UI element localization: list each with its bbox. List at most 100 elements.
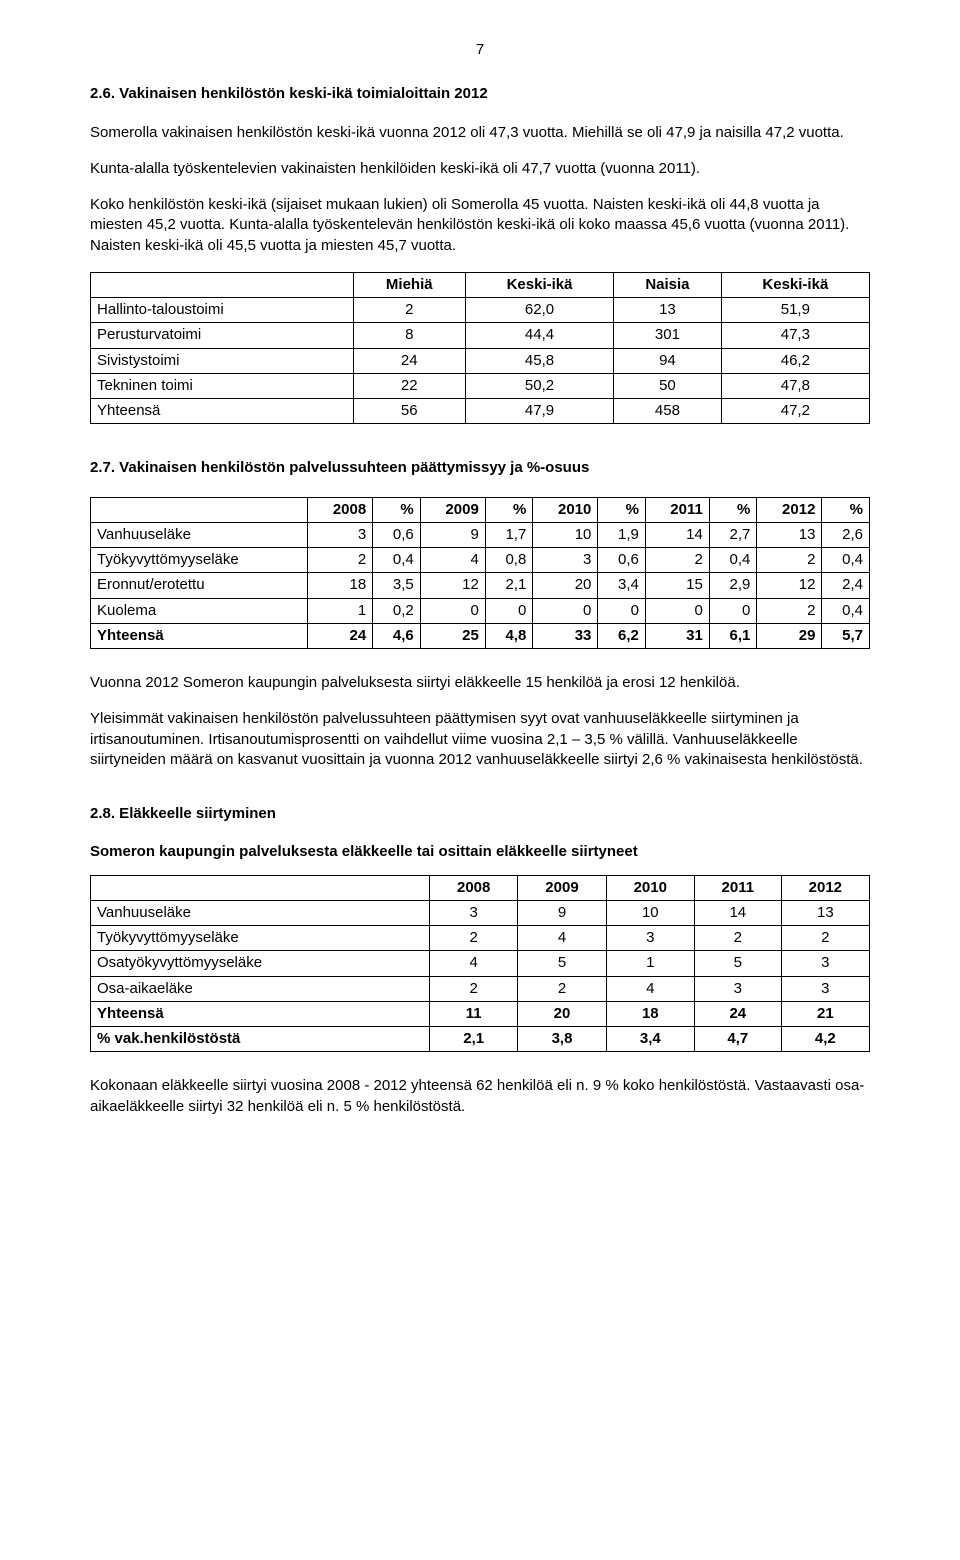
- cell: 2,1: [485, 573, 533, 598]
- cell: 3,4: [606, 1027, 694, 1052]
- para-2-7-1: Vuonna 2012 Someron kaupungin palvelukse…: [90, 673, 870, 693]
- cell: 15: [645, 573, 709, 598]
- cell: Työkyvyttömyyseläke: [91, 548, 308, 573]
- table-row: Työkyvyttömyyseläke 2 0,4 4 0,8 3 0,6 2 …: [91, 548, 870, 573]
- cell: 0,4: [373, 548, 421, 573]
- cell: 11: [430, 1001, 518, 1026]
- th: %: [598, 497, 646, 522]
- cell: 24: [308, 623, 373, 648]
- cell: Kuolema: [91, 598, 308, 623]
- cell: 2: [518, 976, 606, 1001]
- cell: 301: [614, 323, 722, 348]
- heading-2-7: 2.7. Vakinaisen henkilöstön palvelussuht…: [90, 458, 870, 478]
- cell: 46,2: [721, 348, 869, 373]
- table-header-row: Miehiä Keski-ikä Naisia Keski-ikä: [91, 272, 870, 297]
- cell: 13: [781, 900, 869, 925]
- cell: 14: [645, 522, 709, 547]
- subheading-2-8: Someron kaupungin palveluksesta eläkkeel…: [90, 842, 870, 862]
- cell: 2: [430, 976, 518, 1001]
- table-row: Osa-aikaeläke 2 2 4 3 3: [91, 976, 870, 1001]
- para-2-6-2: Kunta-alalla työskentelevien vakinaisten…: [90, 159, 870, 179]
- table-total-row: % vak.henkilöstöstä 2,1 3,8 3,4 4,7 4,2: [91, 1027, 870, 1052]
- table-header-row: 2008 2009 2010 2011 2012: [91, 875, 870, 900]
- cell: 5,7: [822, 623, 870, 648]
- cell: 10: [606, 900, 694, 925]
- cell: 2,9: [709, 573, 757, 598]
- table-row: Vanhuuseläke 3 9 10 14 13: [91, 900, 870, 925]
- cell: 3,5: [373, 573, 421, 598]
- table-row: Vanhuuseläke 3 0,6 9 1,7 10 1,9 14 2,7 1…: [91, 522, 870, 547]
- table-row: Kuolema 1 0,2 0 0 0 0 0 0 2 0,4: [91, 598, 870, 623]
- cell: 50,2: [465, 373, 613, 398]
- cell: 25: [420, 623, 485, 648]
- cell: 12: [420, 573, 485, 598]
- cell: Yhteensä: [91, 1001, 430, 1026]
- cell: 10: [533, 522, 598, 547]
- cell: 44,4: [465, 323, 613, 348]
- cell: Sivistystoimi: [91, 348, 354, 373]
- cell: 47,8: [721, 373, 869, 398]
- th-naisia: Naisia: [614, 272, 722, 297]
- th: 2010: [533, 497, 598, 522]
- cell: 18: [606, 1001, 694, 1026]
- table-total-row: Yhteensä 11 20 18 24 21: [91, 1001, 870, 1026]
- th-keskiika1: Keski-ikä: [465, 272, 613, 297]
- cell: 14: [694, 900, 781, 925]
- th: %: [709, 497, 757, 522]
- cell: 0: [598, 598, 646, 623]
- cell: 6,2: [598, 623, 646, 648]
- th: 2009: [518, 875, 606, 900]
- heading-2-6: 2.6. Vakinaisen henkilöstön keski-ikä to…: [90, 84, 870, 104]
- th-empty: [91, 497, 308, 522]
- cell: 2,1: [430, 1027, 518, 1052]
- th-keskiika2: Keski-ikä: [721, 272, 869, 297]
- cell: 20: [533, 573, 598, 598]
- cell: Yhteensä: [91, 399, 354, 424]
- cell: 4,2: [781, 1027, 869, 1052]
- table-row: Työkyvyttömyyseläke 2 4 3 2 2: [91, 926, 870, 951]
- table-row: Perusturvatoimi 8 44,4 301 47,3: [91, 323, 870, 348]
- cell: % vak.henkilöstöstä: [91, 1027, 430, 1052]
- table-row: Osatyökyvyttömyyseläke 4 5 1 5 3: [91, 951, 870, 976]
- cell: 3: [781, 976, 869, 1001]
- table-2-7: 2008 % 2009 % 2010 % 2011 % 2012 % Vanhu…: [90, 497, 870, 650]
- th: %: [485, 497, 533, 522]
- cell: Yhteensä: [91, 623, 308, 648]
- cell: 0,2: [373, 598, 421, 623]
- cell: 4: [518, 926, 606, 951]
- cell: 3: [694, 976, 781, 1001]
- cell: 1: [606, 951, 694, 976]
- cell: 2: [308, 548, 373, 573]
- cell: 0,6: [373, 522, 421, 547]
- table-row: Tekninen toimi 22 50,2 50 47,8: [91, 373, 870, 398]
- cell: 2,7: [709, 522, 757, 547]
- cell: Eronnut/erotettu: [91, 573, 308, 598]
- table-row: Hallinto-taloustoimi 2 62,0 13 51,9: [91, 298, 870, 323]
- cell: 0,4: [822, 548, 870, 573]
- heading-2-8: 2.8. Eläkkeelle siirtyminen: [90, 804, 870, 824]
- cell: 2: [757, 548, 822, 573]
- th: %: [822, 497, 870, 522]
- cell: 20: [518, 1001, 606, 1026]
- para-2-7-2: Yleisimmät vakinaisen henkilöstön palvel…: [90, 709, 870, 770]
- cell: Hallinto-taloustoimi: [91, 298, 354, 323]
- cell: 4,6: [373, 623, 421, 648]
- cell: 3: [430, 900, 518, 925]
- cell: 31: [645, 623, 709, 648]
- table-row: Yhteensä 56 47,9 458 47,2: [91, 399, 870, 424]
- cell: 12: [757, 573, 822, 598]
- cell: 4,8: [485, 623, 533, 648]
- cell: 2: [430, 926, 518, 951]
- cell: 1: [308, 598, 373, 623]
- cell: 2: [694, 926, 781, 951]
- cell: Työkyvyttömyyseläke: [91, 926, 430, 951]
- cell: Osatyökyvyttömyyseläke: [91, 951, 430, 976]
- cell: 4: [420, 548, 485, 573]
- cell: 8: [353, 323, 465, 348]
- cell: 0,8: [485, 548, 533, 573]
- th: 2011: [645, 497, 709, 522]
- cell: 22: [353, 373, 465, 398]
- table-row: Sivistystoimi 24 45,8 94 46,2: [91, 348, 870, 373]
- cell: 29: [757, 623, 822, 648]
- cell: 3: [606, 926, 694, 951]
